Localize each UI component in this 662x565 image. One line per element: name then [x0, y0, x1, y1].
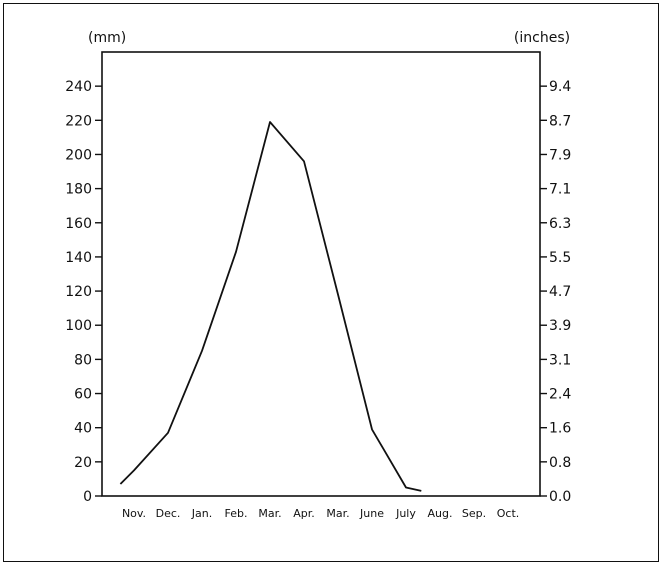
x-category-label: Aug. [428, 507, 453, 520]
x-category-label: Mar. [326, 507, 349, 520]
x-category-label: June [359, 507, 384, 520]
x-axis: Nov. Dec. Jan. Feb. Mar. Apr. Mar. June July Aug.… [122, 507, 519, 520]
right-tick-label: 0.8 [549, 455, 571, 471]
x-category-label: Feb. [225, 507, 248, 520]
right-tick-label: 6.3 [549, 216, 571, 232]
right-axis: 0.0 0.8 1.6 2.4 3.1 3.9 4.7 5.5 6.3 7.1 7.9 8.7 9.4 [540, 79, 571, 505]
chart-frame [3, 3, 659, 562]
x-category-label: Sep. [462, 507, 486, 520]
right-tick-label: 3.1 [549, 352, 571, 368]
right-tick-label: 9.4 [549, 79, 571, 95]
left-tick-label: 100 [65, 318, 92, 334]
left-tick-label: 200 [65, 147, 92, 163]
left-tick-label: 60 [74, 387, 92, 403]
series-layer [119, 121, 422, 492]
right-tick-label: 8.7 [549, 113, 571, 129]
left-tick-label: 20 [74, 455, 92, 471]
right-tick-label: 5.5 [549, 250, 571, 266]
x-category-label: Mar. [258, 507, 281, 520]
right-tick-label: 1.6 [549, 421, 571, 437]
right-tick-label: 3.9 [549, 318, 571, 334]
x-category-label: Apr. [293, 507, 315, 520]
left-tick-label: 180 [65, 182, 92, 198]
left-tick-label: 240 [65, 79, 92, 95]
precipitation-line [119, 121, 422, 492]
left-tick-label: 0 [83, 489, 92, 505]
right-tick-label: 7.9 [549, 147, 571, 163]
x-category-label: Jan. [191, 507, 212, 520]
left-unit-label: (mm) [88, 30, 126, 46]
right-tick-label: 0.0 [549, 489, 571, 505]
left-axis: 0 20 40 60 80 100 120 140 160 180 200 220 240 [65, 79, 102, 505]
right-tick-label: 2.4 [549, 387, 571, 403]
left-tick-label: 40 [74, 421, 92, 437]
right-tick-label: 4.7 [549, 284, 571, 300]
plot-area [101, 51, 541, 497]
right-unit-label: (inches) [514, 30, 570, 46]
x-category-label: Dec. [156, 507, 181, 520]
left-tick-label: 140 [65, 250, 92, 266]
left-tick-label: 160 [65, 216, 92, 232]
x-category-label: Nov. [122, 507, 146, 520]
x-category-label: Oct. [497, 507, 520, 520]
right-tick-label: 7.1 [549, 182, 571, 198]
left-tick-label: 220 [65, 113, 92, 129]
left-tick-label: 80 [74, 352, 92, 368]
left-tick-label: 120 [65, 284, 92, 300]
x-category-label: July [395, 507, 416, 520]
